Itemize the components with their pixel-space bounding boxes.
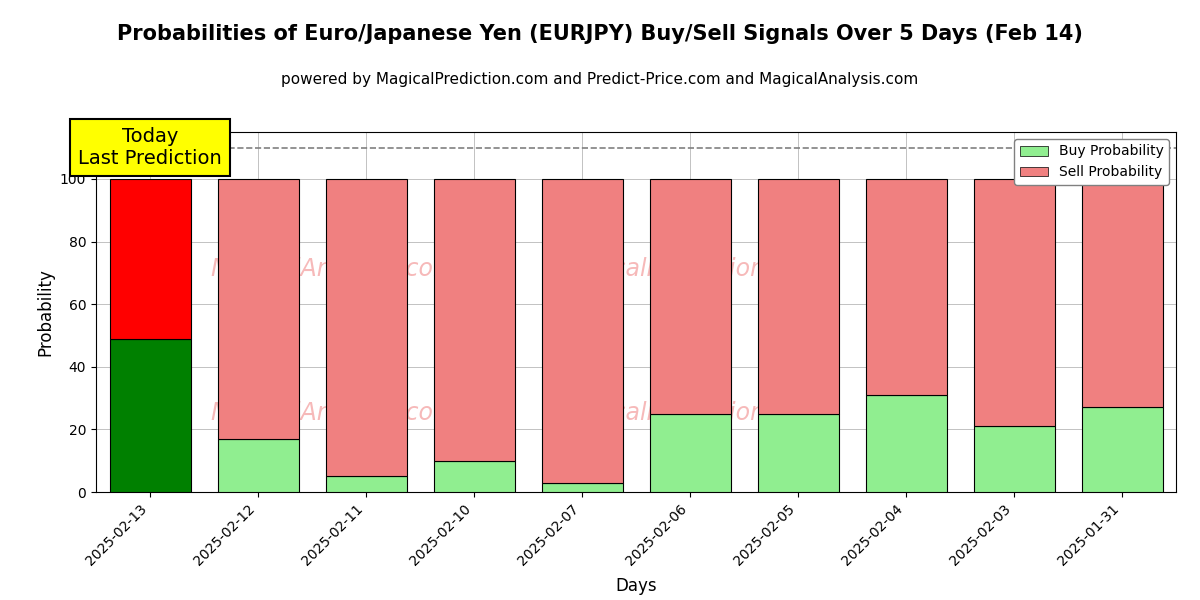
Bar bbox=[217, 439, 299, 492]
Bar bbox=[757, 414, 839, 492]
Bar bbox=[649, 179, 731, 414]
Bar bbox=[109, 338, 191, 492]
Bar bbox=[217, 179, 299, 439]
Bar bbox=[433, 179, 515, 461]
Bar bbox=[649, 414, 731, 492]
Bar bbox=[109, 179, 191, 338]
Text: Today
Last Prediction: Today Last Prediction bbox=[78, 127, 222, 168]
Bar bbox=[325, 476, 407, 492]
Bar bbox=[865, 395, 947, 492]
Text: Probabilities of Euro/Japanese Yen (EURJPY) Buy/Sell Signals Over 5 Days (Feb 14: Probabilities of Euro/Japanese Yen (EURJ… bbox=[118, 24, 1082, 44]
Bar bbox=[1081, 407, 1163, 492]
Bar bbox=[973, 426, 1055, 492]
Bar bbox=[433, 461, 515, 492]
Y-axis label: Probability: Probability bbox=[36, 268, 54, 356]
Bar bbox=[865, 179, 947, 395]
Bar bbox=[541, 482, 623, 492]
Bar bbox=[973, 179, 1055, 426]
X-axis label: Days: Days bbox=[616, 577, 656, 595]
Bar bbox=[541, 179, 623, 482]
Text: MagicalAnalysis.com: MagicalAnalysis.com bbox=[211, 257, 457, 281]
Bar bbox=[757, 179, 839, 414]
Text: MagicalAnalysis.com: MagicalAnalysis.com bbox=[211, 401, 457, 425]
Text: MagicalPrediction.com: MagicalPrediction.com bbox=[557, 257, 823, 281]
Bar bbox=[1081, 179, 1163, 407]
Legend: Buy Probability, Sell Probability: Buy Probability, Sell Probability bbox=[1014, 139, 1169, 185]
Bar bbox=[325, 179, 407, 476]
Text: MagicalPrediction.com: MagicalPrediction.com bbox=[557, 401, 823, 425]
Text: powered by MagicalPrediction.com and Predict-Price.com and MagicalAnalysis.com: powered by MagicalPrediction.com and Pre… bbox=[281, 72, 919, 87]
